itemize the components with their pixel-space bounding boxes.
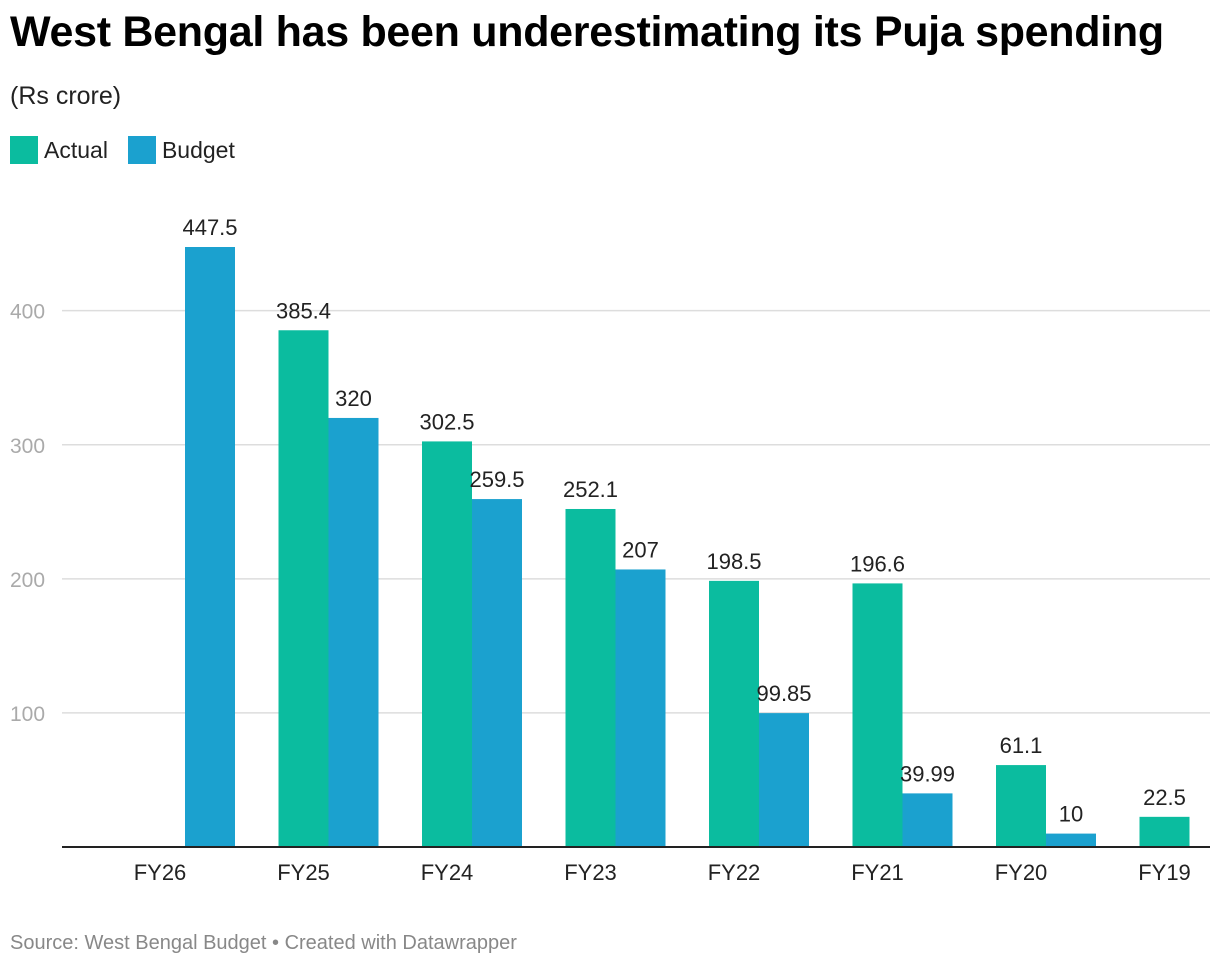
bar-actual-fy25: [278, 330, 329, 847]
x-tick-label-fy21: FY21: [851, 860, 904, 885]
data-label-actual-fy21: 196.6: [850, 551, 905, 576]
x-tick-label-fy26: FY26: [134, 860, 187, 885]
legend-label-actual: Actual: [44, 136, 108, 163]
data-label-budget-fy21: 39.99: [900, 761, 955, 786]
data-label-budget-fy26: 447.5: [182, 215, 237, 240]
data-label-actual-fy25: 385.4: [276, 298, 331, 323]
chart-legend: Actual Budget: [10, 136, 255, 164]
bar-budget-fy21: [902, 793, 953, 847]
legend-item-actual: Actual: [10, 136, 108, 164]
y-tick-label-400: 400: [10, 301, 45, 324]
x-tick-label-fy20: FY20: [995, 860, 1048, 885]
source-footer: Source: West Bengal Budget • Created wit…: [10, 932, 517, 954]
bar-actual-fy20: [996, 765, 1046, 847]
bar-actual-fy22: [709, 580, 759, 847]
bar-actual-fy21: [852, 583, 903, 847]
legend-swatch-budget: [127, 136, 156, 164]
legend-swatch-actual: [10, 136, 38, 164]
legend-label-budget: Budget: [161, 136, 235, 163]
bar-budget-fy25: [328, 417, 379, 847]
bar-actual-fy24: [422, 441, 472, 847]
bar-budget-fy22: [759, 713, 809, 847]
data-label-actual-fy19: 22.5: [1143, 785, 1186, 810]
bar-budget-fy20: [1046, 833, 1096, 847]
data-label-budget-fy20: 10: [1059, 802, 1083, 827]
chart-subtitle: (Rs crore): [10, 82, 122, 110]
data-label-budget-fy25: 320: [335, 386, 372, 411]
bar-budget-fy24: [472, 499, 522, 847]
x-tick-label-fy25: FY25: [277, 860, 330, 885]
bar-actual-fy19: [1139, 816, 1190, 847]
x-tick-label-fy24: FY24: [421, 860, 474, 885]
data-label-budget-fy22: 99.85: [756, 681, 811, 706]
y-tick-label-100: 100: [10, 703, 45, 726]
x-tick-label-fy19: FY19: [1138, 860, 1191, 885]
x-tick-label-fy22: FY22: [708, 860, 761, 885]
data-label-budget-fy24: 259.5: [469, 467, 524, 492]
chart-title: West Bengal has been underestimating its…: [10, 8, 1164, 56]
data-label-actual-fy23: 252.1: [563, 477, 618, 502]
legend-item-budget: Budget: [127, 136, 235, 164]
x-tick-label-fy23: FY23: [564, 860, 617, 885]
data-label-actual-fy20: 61.1: [1000, 733, 1043, 758]
data-label-budget-fy23: 207: [622, 537, 659, 562]
bar-actual-fy23: [565, 508, 616, 847]
data-label-actual-fy22: 198.5: [706, 549, 761, 574]
y-tick-label-200: 200: [10, 569, 45, 592]
bar-budget-fy23: [615, 569, 666, 847]
y-tick-label-300: 300: [10, 435, 45, 458]
bar-budget-fy26: [185, 247, 235, 847]
data-label-actual-fy24: 302.5: [419, 409, 474, 434]
